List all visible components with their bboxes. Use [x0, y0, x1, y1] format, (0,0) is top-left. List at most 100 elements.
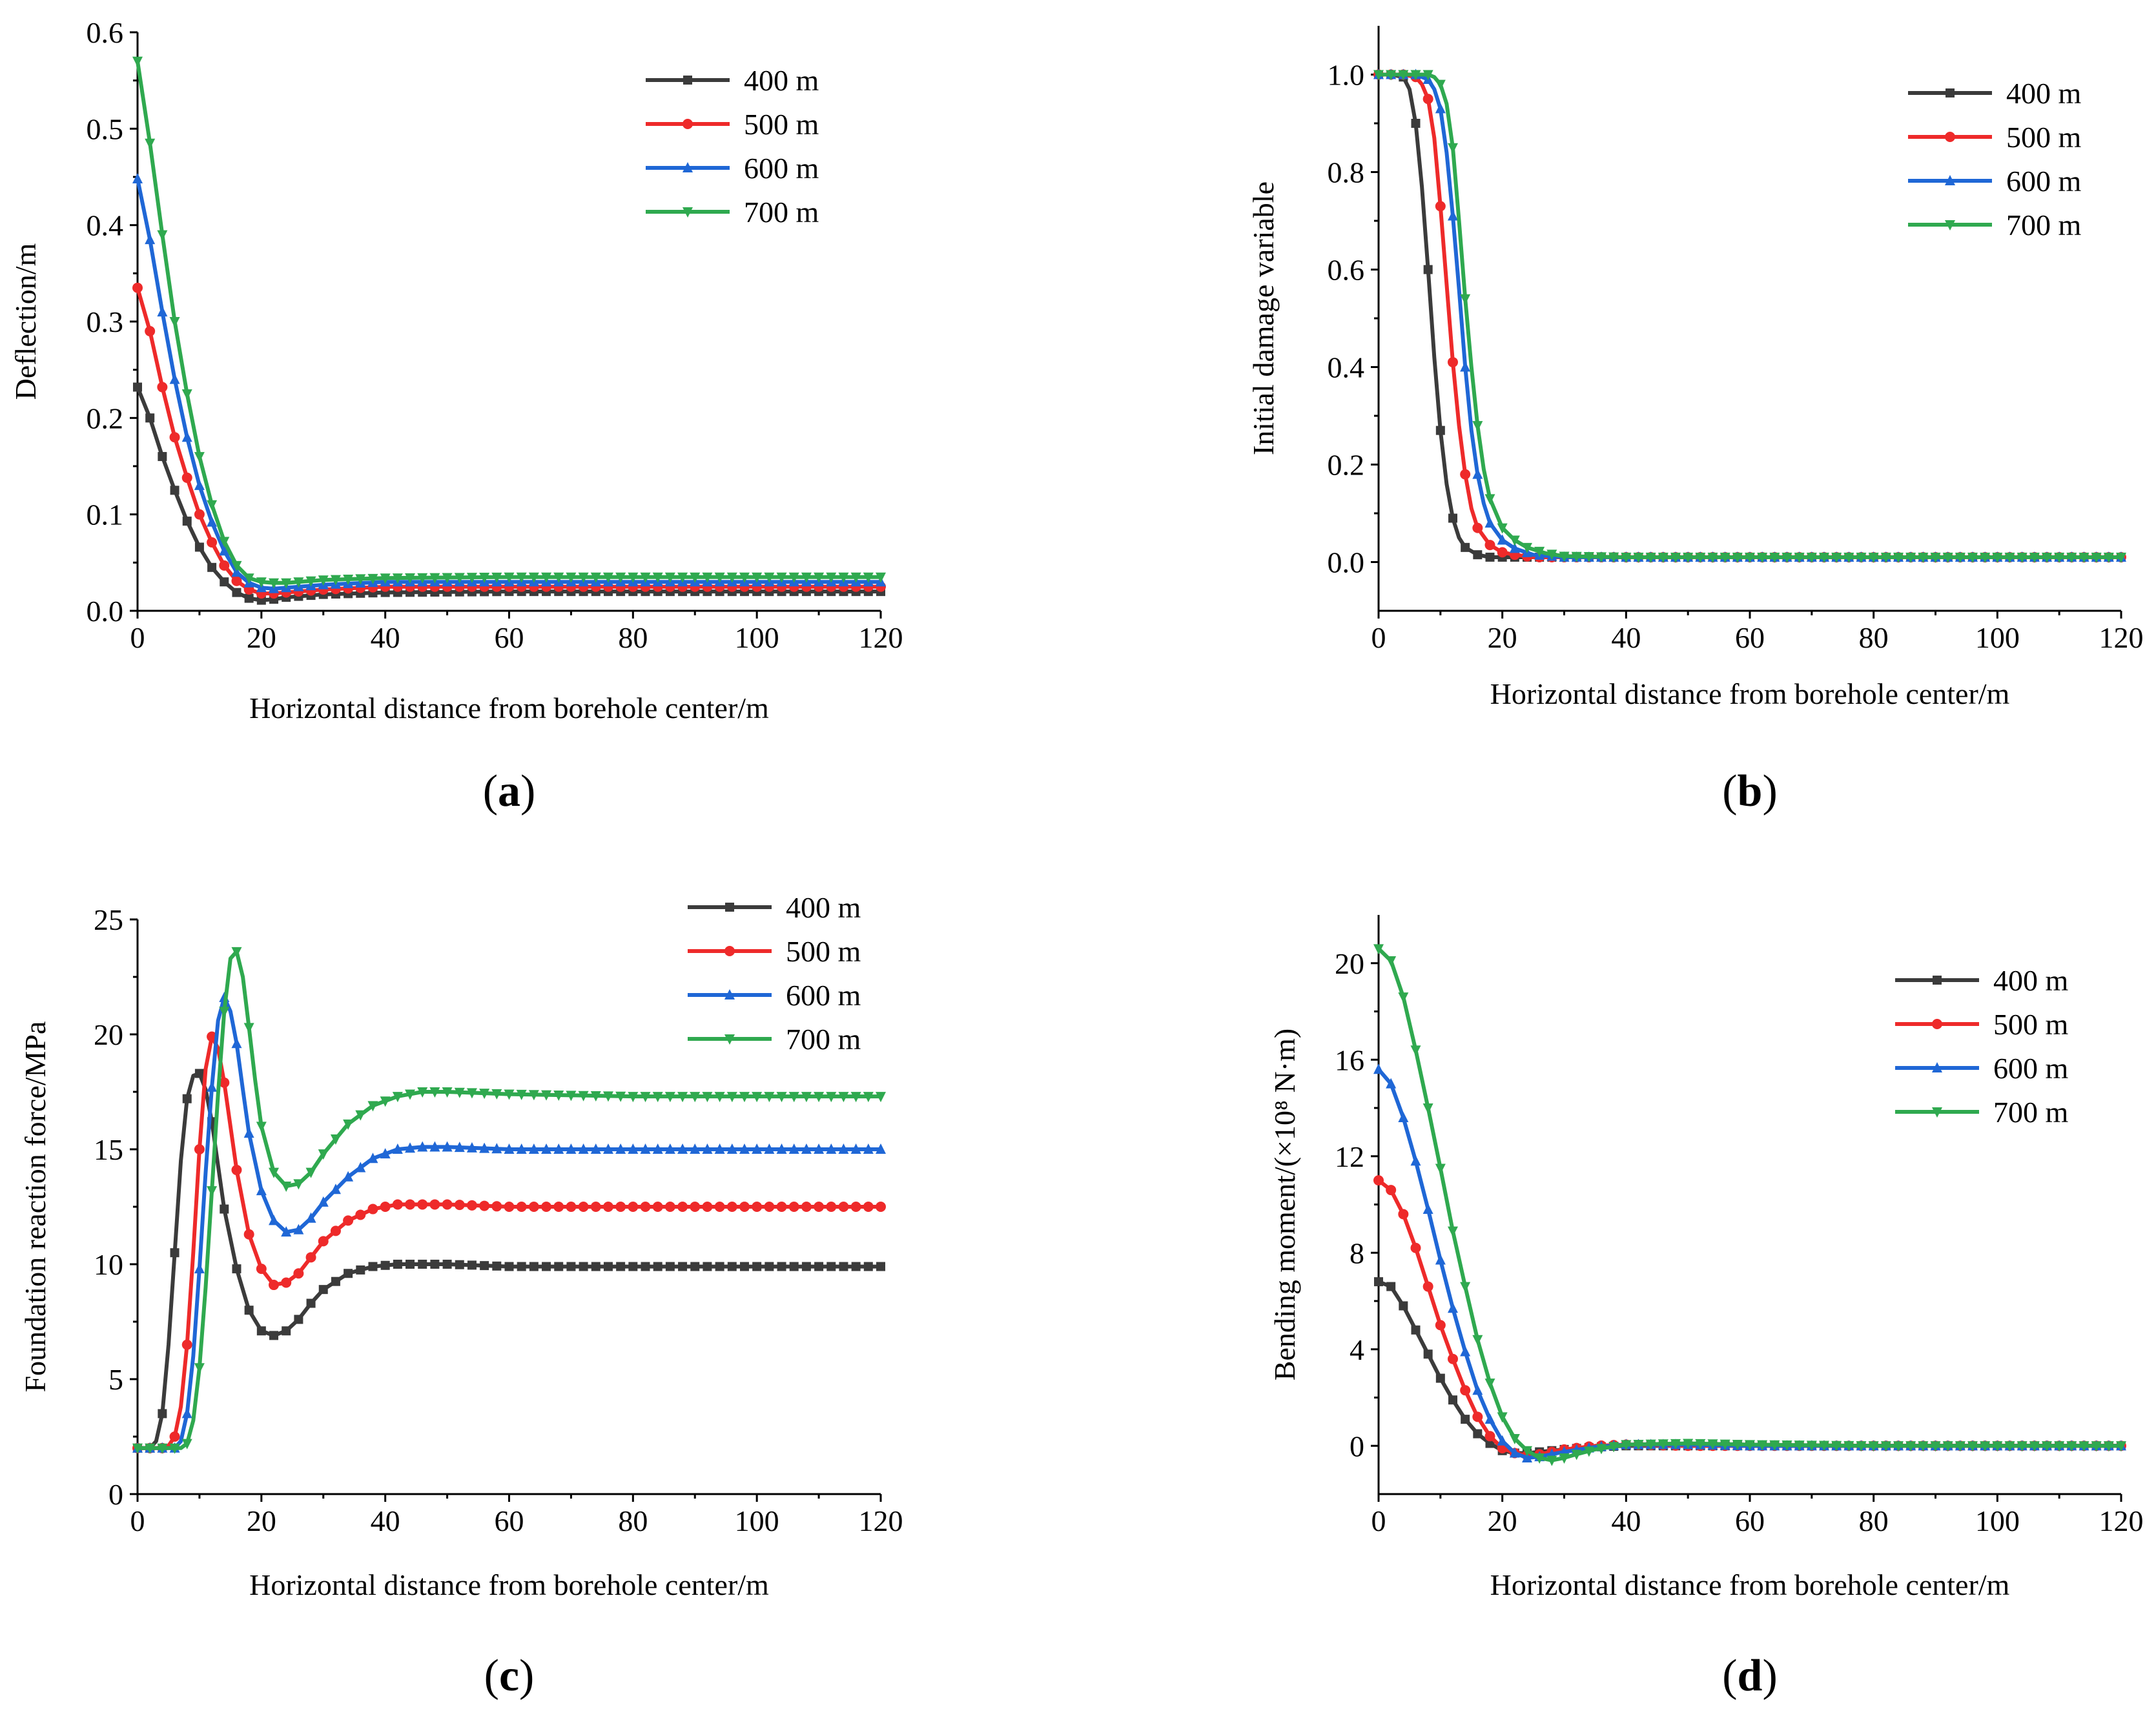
data-point: [739, 1143, 750, 1154]
x-tick-label: 120: [2099, 621, 2144, 654]
data-point: [851, 1262, 861, 1271]
data-point: [145, 413, 155, 423]
data-point: [1583, 552, 1594, 563]
y-tick-label: 4: [1350, 1333, 1364, 1366]
data-point: [801, 1262, 811, 1271]
data-point: [158, 452, 167, 462]
panel-label: (b): [1722, 766, 1778, 816]
data-point: [355, 1209, 366, 1220]
panel-c: 0 20 40 60 80 100 120 0 5 10 15 20 25 Horizontal dist…: [19, 891, 903, 1701]
data-point: [1831, 552, 1842, 563]
data-point: [1497, 1435, 1508, 1446]
data-point: [504, 1202, 515, 1212]
legend-marker: [1932, 1019, 1942, 1029]
data-point: [1992, 552, 2003, 563]
data-point: [1472, 1335, 1483, 1346]
data-point: [714, 572, 725, 583]
data-point: [703, 1262, 712, 1271]
legend-label: 700 m: [744, 196, 819, 229]
data-point: [1658, 552, 1668, 563]
data-point: [1422, 94, 1433, 105]
data-point: [182, 517, 192, 526]
data-point: [1373, 944, 1384, 955]
data-point: [1472, 522, 1483, 533]
legend-marker: [683, 207, 693, 218]
legend-label: 500 m: [744, 108, 819, 141]
data-point: [765, 1262, 774, 1271]
data-point: [343, 1171, 354, 1182]
legend-item: 500 m: [1908, 121, 2082, 154]
data-point: [417, 573, 428, 584]
data-point: [764, 572, 775, 583]
series-line: [136, 996, 883, 1450]
data-point: [2004, 552, 2015, 563]
data-point: [578, 1202, 589, 1212]
data-point: [1893, 1441, 1904, 1452]
legend-item: 400 m: [688, 891, 861, 924]
legend-label: 700 m: [2006, 209, 2082, 241]
data-point: [776, 1143, 787, 1154]
data-point: [1460, 469, 1471, 480]
x-tick-label: 20: [1488, 1504, 1517, 1537]
data-point: [318, 1149, 329, 1160]
data-point: [1522, 1446, 1532, 1457]
data-point: [1633, 1440, 1644, 1451]
data-point: [602, 1091, 613, 1102]
data-point: [417, 1141, 428, 1152]
data-point: [1695, 1439, 1706, 1450]
legend-item: 700 m: [688, 1023, 861, 1056]
data-point: [517, 1262, 526, 1271]
data-point: [764, 1202, 775, 1212]
y-tick-label: 1.0: [1328, 59, 1365, 92]
data-point: [516, 1089, 527, 1100]
data-point: [529, 1262, 539, 1271]
data-point: [602, 1202, 613, 1212]
data-point: [628, 1262, 638, 1271]
legend-marker: [725, 903, 734, 912]
legend-label: 600 m: [2006, 165, 2082, 198]
data-point: [392, 1092, 403, 1103]
data-point: [578, 572, 589, 583]
data-point: [1707, 552, 1718, 563]
data-point: [1880, 1441, 1891, 1452]
x-tick-label: 120: [859, 1504, 903, 1537]
data-point: [467, 1260, 477, 1270]
legend-item: 500 m: [1895, 1008, 2069, 1041]
data-point: [158, 1409, 167, 1419]
legend-marker: [1946, 88, 1955, 97]
data-point: [417, 1087, 428, 1098]
legend-item: 600 m: [1895, 1052, 2069, 1085]
data-point: [876, 1143, 886, 1154]
data-point: [269, 578, 280, 589]
data-point: [1806, 552, 1817, 563]
data-point: [1448, 1302, 1458, 1313]
data-point: [1461, 1415, 1470, 1424]
data-point: [1757, 552, 1768, 563]
data-point: [343, 1215, 354, 1226]
data-point: [231, 947, 242, 958]
data-point: [1831, 1440, 1842, 1451]
data-point: [714, 1202, 725, 1212]
data-point: [1386, 1078, 1397, 1089]
data-point: [788, 1092, 799, 1103]
y-axis-label: Initial damage variable: [1247, 181, 1280, 455]
data-point: [776, 572, 787, 583]
legend-marker: [724, 989, 735, 999]
data-point: [256, 1185, 267, 1196]
data-point: [715, 1262, 724, 1271]
data-point: [2042, 552, 2052, 563]
data-point: [1769, 552, 1780, 563]
data-point: [1683, 1439, 1694, 1450]
data-point: [169, 1431, 180, 1442]
data-point: [318, 1236, 329, 1247]
legend-item: 600 m: [1908, 165, 2082, 198]
data-point: [269, 1167, 280, 1178]
x-tick-label: 0: [1371, 1504, 1386, 1537]
data-point: [232, 1264, 241, 1274]
y-tick-label: 10: [94, 1248, 123, 1281]
data-point: [442, 573, 453, 584]
data-point: [219, 1077, 230, 1088]
data-point: [355, 1110, 366, 1121]
data-point: [1942, 1441, 1953, 1452]
data-point: [219, 537, 230, 548]
